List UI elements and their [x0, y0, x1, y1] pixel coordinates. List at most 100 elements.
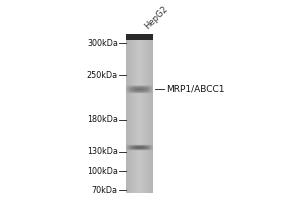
Bar — [151, 89, 152, 90]
Bar — [151, 150, 152, 151]
Bar — [126, 34, 127, 193]
Bar — [126, 90, 127, 91]
Bar — [148, 92, 149, 93]
Bar — [134, 86, 135, 87]
Bar — [134, 85, 135, 86]
Bar — [141, 93, 142, 94]
Bar — [134, 88, 135, 89]
Bar — [136, 92, 137, 93]
Bar — [131, 87, 132, 88]
Bar — [142, 93, 143, 94]
Bar — [138, 150, 139, 151]
Bar — [128, 144, 129, 145]
Bar — [136, 87, 137, 88]
Bar — [149, 89, 150, 90]
Bar — [132, 86, 133, 87]
Bar — [130, 93, 131, 94]
Bar — [139, 85, 140, 86]
Bar — [144, 146, 145, 147]
Bar — [131, 92, 132, 93]
Bar — [152, 93, 153, 94]
Bar — [125, 92, 126, 93]
Bar — [144, 88, 145, 89]
Bar — [136, 147, 137, 148]
Bar — [138, 146, 139, 147]
Bar — [148, 146, 149, 147]
Bar — [147, 149, 148, 150]
Bar — [144, 150, 145, 151]
Bar — [148, 87, 149, 88]
Bar — [146, 90, 147, 91]
Bar — [150, 87, 151, 88]
Bar — [125, 146, 126, 147]
Bar — [139, 86, 140, 87]
Bar — [126, 85, 127, 86]
Bar — [150, 150, 151, 151]
Bar — [140, 149, 141, 150]
Bar — [125, 149, 126, 150]
Bar — [137, 145, 138, 146]
Bar — [141, 89, 142, 90]
Bar — [131, 85, 132, 86]
Bar — [138, 85, 139, 86]
Bar — [141, 85, 142, 86]
Bar — [150, 149, 151, 150]
Bar — [148, 93, 149, 94]
Bar — [139, 90, 140, 91]
Bar — [133, 93, 134, 94]
Bar — [136, 89, 137, 90]
Bar — [141, 34, 142, 193]
Bar — [138, 34, 139, 193]
Bar — [135, 150, 136, 151]
Bar — [137, 144, 138, 145]
Bar — [138, 90, 139, 91]
Bar — [132, 85, 133, 86]
Bar — [130, 148, 131, 149]
Bar — [130, 86, 131, 87]
Bar — [151, 91, 152, 92]
Bar — [142, 146, 143, 147]
Bar — [143, 88, 144, 89]
Bar — [137, 146, 138, 147]
Bar — [136, 148, 137, 149]
Bar — [148, 149, 149, 150]
Bar — [142, 145, 143, 146]
Bar — [149, 86, 150, 87]
Bar — [126, 145, 127, 146]
Bar — [142, 87, 143, 88]
Bar — [141, 88, 142, 89]
Bar — [133, 147, 134, 148]
Bar — [152, 87, 153, 88]
Bar — [142, 85, 143, 86]
Bar — [141, 147, 142, 148]
Bar — [128, 89, 129, 90]
Bar — [134, 147, 135, 148]
Bar — [149, 148, 150, 149]
Bar — [137, 87, 138, 88]
Text: 180kDa: 180kDa — [87, 115, 118, 124]
Bar — [129, 146, 130, 147]
Bar — [136, 149, 137, 150]
Bar — [149, 144, 150, 145]
Bar — [125, 148, 126, 149]
Bar — [133, 148, 134, 149]
Bar — [148, 145, 149, 146]
Bar — [150, 92, 151, 93]
Bar — [148, 88, 149, 89]
Bar — [140, 146, 141, 147]
Bar — [137, 91, 138, 92]
Bar — [144, 89, 145, 90]
Bar — [131, 146, 132, 147]
Bar — [132, 150, 133, 151]
Bar — [152, 150, 153, 151]
Bar — [129, 85, 130, 86]
Bar — [134, 91, 135, 92]
Bar — [145, 85, 146, 86]
Bar — [151, 87, 152, 88]
Bar — [145, 149, 146, 150]
Bar — [135, 91, 136, 92]
Bar — [134, 93, 135, 94]
Bar — [152, 88, 153, 89]
Bar — [143, 146, 144, 147]
Bar — [136, 86, 137, 87]
